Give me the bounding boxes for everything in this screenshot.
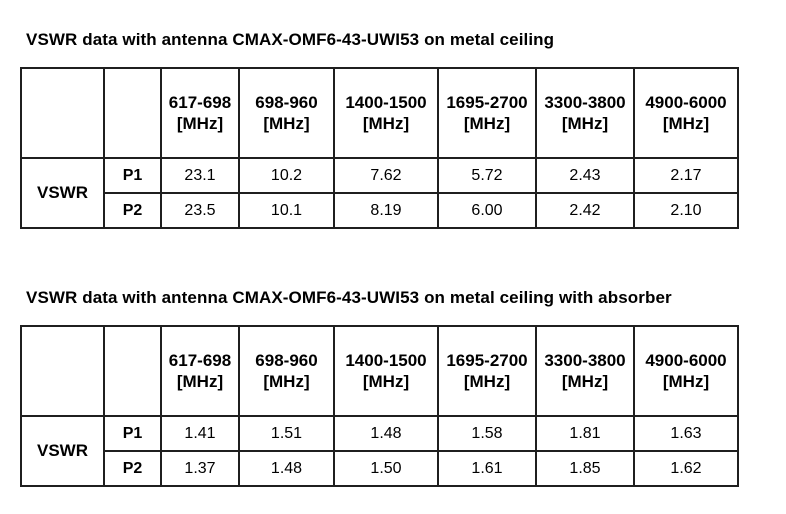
band-unit: [MHz] (561, 114, 609, 133)
band-range: 3300-3800 (544, 351, 626, 370)
table-1-p2-value-1695-2700: 6.00 (437, 192, 537, 229)
table-1-title: VSWR data with antenna CMAX-OMF6-43-UWI5… (26, 30, 555, 49)
table-1-band-header-1400-1500: 1400-1500 [MHz] (333, 67, 439, 159)
table-1-empty-corner-cell-2 (103, 67, 162, 159)
table-1-p1-value-1400-1500: 7.62 (333, 157, 439, 194)
table-1-band-header-698-960: 698-960 [MHz] (238, 67, 335, 159)
table-1-band-header-3300-3800: 3300-3800 [MHz] (535, 67, 635, 159)
table-1-port-label-p1: P1 (103, 157, 162, 194)
table-1-empty-corner-cell (20, 67, 105, 159)
band-range: 698-960 (255, 93, 318, 112)
table-2-band-header-698-960: 698-960 [MHz] (238, 325, 335, 417)
table-1-row-p2: P2 23.5 10.1 8.19 6.00 2.42 2.10 (21, 192, 739, 229)
table-1-row-p1: VSWR P1 23.1 10.2 7.62 5.72 2.43 2.17 (20, 157, 739, 229)
table-2-measure-label: VSWR (20, 415, 105, 487)
table-2-empty-corner-cell-2 (103, 325, 162, 417)
table-1-port-label-p2: P2 (103, 192, 162, 229)
table-2-p1-value-617-698: 1.41 (160, 415, 240, 452)
table-1-p1-value-1695-2700: 5.72 (437, 157, 537, 194)
band-unit: [MHz] (362, 114, 410, 133)
band-unit: [MHz] (662, 114, 710, 133)
band-range: 1695-2700 (446, 93, 528, 112)
table-1-p2-value-1400-1500: 8.19 (333, 192, 439, 229)
table-2-title: VSWR data with antenna CMAX-OMF6-43-UWI5… (26, 288, 672, 307)
table-1-p2-value-698-960: 10.1 (238, 192, 335, 229)
band-range: 617-698 (168, 93, 232, 112)
table-2-band-header-1400-1500: 1400-1500 [MHz] (333, 325, 439, 417)
table-2-p1-value-1400-1500: 1.48 (333, 415, 439, 452)
table-1-p2-value-3300-3800: 2.42 (535, 192, 635, 229)
band-unit: [MHz] (561, 372, 609, 391)
table-2-p1-value-4900-6000: 1.63 (633, 415, 739, 452)
band-unit: [MHz] (263, 372, 310, 391)
table-2-band-header-3300-3800: 3300-3800 [MHz] (535, 325, 635, 417)
table-2-p2-value-3300-3800: 1.85 (535, 450, 635, 487)
band-unit: [MHz] (263, 114, 310, 133)
table-1-p2-value-617-698: 23.5 (160, 192, 240, 229)
band-range: 617-698 (168, 351, 232, 370)
band-unit: [MHz] (463, 372, 511, 391)
table-1-p1-value-698-960: 10.2 (238, 157, 335, 194)
table-1-p1-value-617-698: 23.1 (160, 157, 240, 194)
table-2-row-p2: P2 1.37 1.48 1.50 1.61 1.85 1.62 (21, 450, 739, 487)
table-2-p2-value-4900-6000: 1.62 (633, 450, 739, 487)
table-2-port-label-p1: P1 (103, 415, 162, 452)
table-1-p1-value-4900-6000: 2.17 (633, 157, 739, 194)
band-range: 1695-2700 (446, 351, 528, 370)
table-2-p2-value-1695-2700: 1.61 (437, 450, 537, 487)
table-2-p2-value-698-960: 1.48 (238, 450, 335, 487)
table-1-band-header-4900-6000: 4900-6000 [MHz] (633, 67, 739, 159)
band-unit: [MHz] (176, 372, 224, 391)
band-unit: [MHz] (662, 372, 710, 391)
table-2-p2-value-1400-1500: 1.50 (333, 450, 439, 487)
table-2-p1-value-1695-2700: 1.58 (437, 415, 537, 452)
table-2-port-label-p2: P2 (103, 450, 162, 487)
band-range: 1400-1500 (345, 351, 427, 370)
table-2-band-header-1695-2700: 1695-2700 [MHz] (437, 325, 537, 417)
vswr-table-metal-ceiling: 617-698 [MHz] 698-960 [MHz] 1400-1500 [M… (20, 67, 739, 229)
band-range: 4900-6000 (645, 93, 727, 112)
table-1-p1-value-3300-3800: 2.43 (535, 157, 635, 194)
table-1-band-header-617-698: 617-698 [MHz] (160, 67, 240, 159)
table-2-row-p1: VSWR P1 1.41 1.51 1.48 1.58 1.81 1.63 (20, 415, 739, 487)
table-2-p1-value-3300-3800: 1.81 (535, 415, 635, 452)
table-2-header-row: 617-698 [MHz] 698-960 [MHz] 1400-1500 [M… (20, 325, 739, 417)
vswr-table-metal-ceiling-absorber: 617-698 [MHz] 698-960 [MHz] 1400-1500 [M… (20, 325, 739, 487)
band-unit: [MHz] (176, 114, 224, 133)
band-range: 1400-1500 (345, 93, 427, 112)
band-unit: [MHz] (362, 372, 410, 391)
table-2-p2-value-617-698: 1.37 (160, 450, 240, 487)
table-2-band-header-617-698: 617-698 [MHz] (160, 325, 240, 417)
band-unit: [MHz] (463, 114, 511, 133)
table-1-measure-label: VSWR (20, 157, 105, 229)
table-1-band-header-1695-2700: 1695-2700 [MHz] (437, 67, 537, 159)
table-1-p2-value-4900-6000: 2.10 (633, 192, 739, 229)
band-range: 4900-6000 (645, 351, 727, 370)
band-range: 3300-3800 (544, 93, 626, 112)
band-range: 698-960 (255, 351, 318, 370)
table-1-header-row: 617-698 [MHz] 698-960 [MHz] 1400-1500 [M… (20, 67, 739, 159)
table-2-p1-value-698-960: 1.51 (238, 415, 335, 452)
table-2-band-header-4900-6000: 4900-6000 [MHz] (633, 325, 739, 417)
table-2-empty-corner-cell (20, 325, 105, 417)
